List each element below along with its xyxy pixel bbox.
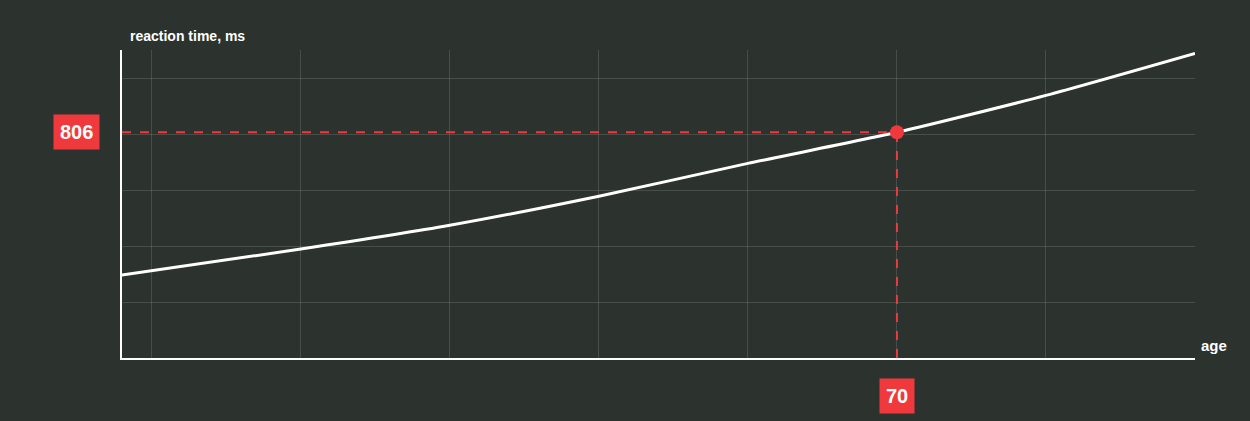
- svg-text:806: 806: [60, 121, 93, 143]
- svg-text:70: 70: [886, 385, 908, 407]
- svg-text:reaction time, ms: reaction time, ms: [130, 28, 245, 44]
- svg-text:age: age: [1201, 337, 1227, 354]
